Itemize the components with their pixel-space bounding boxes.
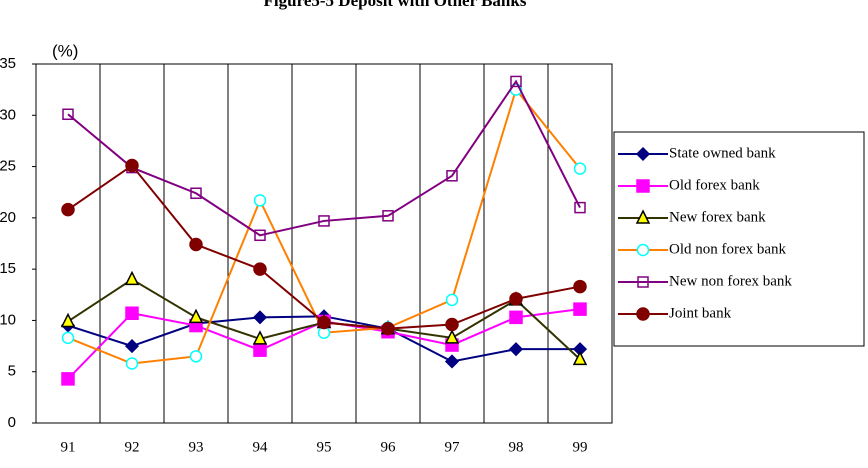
marker [508, 342, 524, 357]
legend-label: Joint bank [669, 305, 732, 321]
marker [572, 350, 588, 366]
marker [635, 209, 651, 224]
marker [635, 146, 651, 162]
marker [253, 262, 267, 276]
marker [61, 372, 75, 386]
marker [445, 293, 459, 307]
marker [61, 331, 75, 345]
legend-box [613, 131, 865, 347]
legend-label: State owned bank [669, 145, 776, 161]
marker [188, 308, 204, 324]
x-tick-label: 93 [189, 439, 204, 455]
marker [124, 339, 140, 354]
x-tick-label: 97 [445, 439, 461, 455]
series-line [67, 164, 581, 330]
x-tick-label: 99 [573, 439, 588, 455]
y-tick-label: 35 [0, 55, 16, 72]
x-tick-label: 96 [381, 439, 397, 455]
marker [60, 312, 76, 328]
chart-title: Figure5-5 Deposit with Other Banks [264, 0, 527, 10]
x-tick-label: 95 [317, 439, 332, 455]
x-tick-label: 94 [253, 439, 269, 455]
marker [124, 270, 140, 286]
marker [125, 158, 139, 173]
marker [445, 317, 459, 332]
plot-area [35, 63, 613, 424]
y-tick-label: 0 [8, 414, 16, 431]
marker [381, 321, 395, 336]
marker [62, 108, 74, 121]
y-tick-label: 15 [0, 260, 16, 277]
marker [510, 75, 522, 88]
marker [318, 215, 330, 227]
marker [252, 310, 268, 325]
marker [444, 329, 460, 344]
series-line [67, 79, 581, 237]
marker [125, 306, 139, 320]
marker [189, 237, 203, 252]
marker [317, 315, 331, 330]
marker [573, 162, 587, 175]
marker [636, 179, 650, 193]
y-tick-label: 20 [0, 209, 16, 226]
marker [382, 210, 394, 222]
marker [509, 310, 523, 325]
marker [61, 202, 75, 217]
y-tick-label: 5 [8, 363, 16, 380]
marker [253, 343, 267, 357]
x-tick-label: 91 [61, 439, 76, 455]
y-tick-label: 10 [0, 311, 16, 328]
marker [509, 292, 523, 306]
x-tick-label: 98 [509, 439, 524, 455]
y-axis-label: (%) [52, 41, 78, 60]
marker [254, 229, 266, 242]
marker [125, 357, 139, 370]
marker [573, 279, 587, 294]
marker [190, 187, 202, 199]
marker [636, 307, 650, 321]
y-tick-label: 30 [0, 106, 16, 123]
marker [636, 243, 650, 257]
legend-label: New forex bank [669, 209, 766, 225]
legend-label: New non forex bank [669, 273, 792, 289]
marker [189, 350, 203, 363]
marker [252, 330, 268, 345]
marker [444, 354, 460, 369]
marker [637, 276, 649, 288]
legend-label: Old non forex bank [669, 241, 787, 257]
marker [446, 170, 458, 182]
marker [573, 302, 587, 316]
x-tick-label: 92 [125, 439, 140, 455]
y-tick-label: 25 [0, 158, 16, 175]
legend-label: Old forex bank [669, 177, 760, 193]
marker [253, 194, 267, 207]
marker [574, 201, 586, 214]
